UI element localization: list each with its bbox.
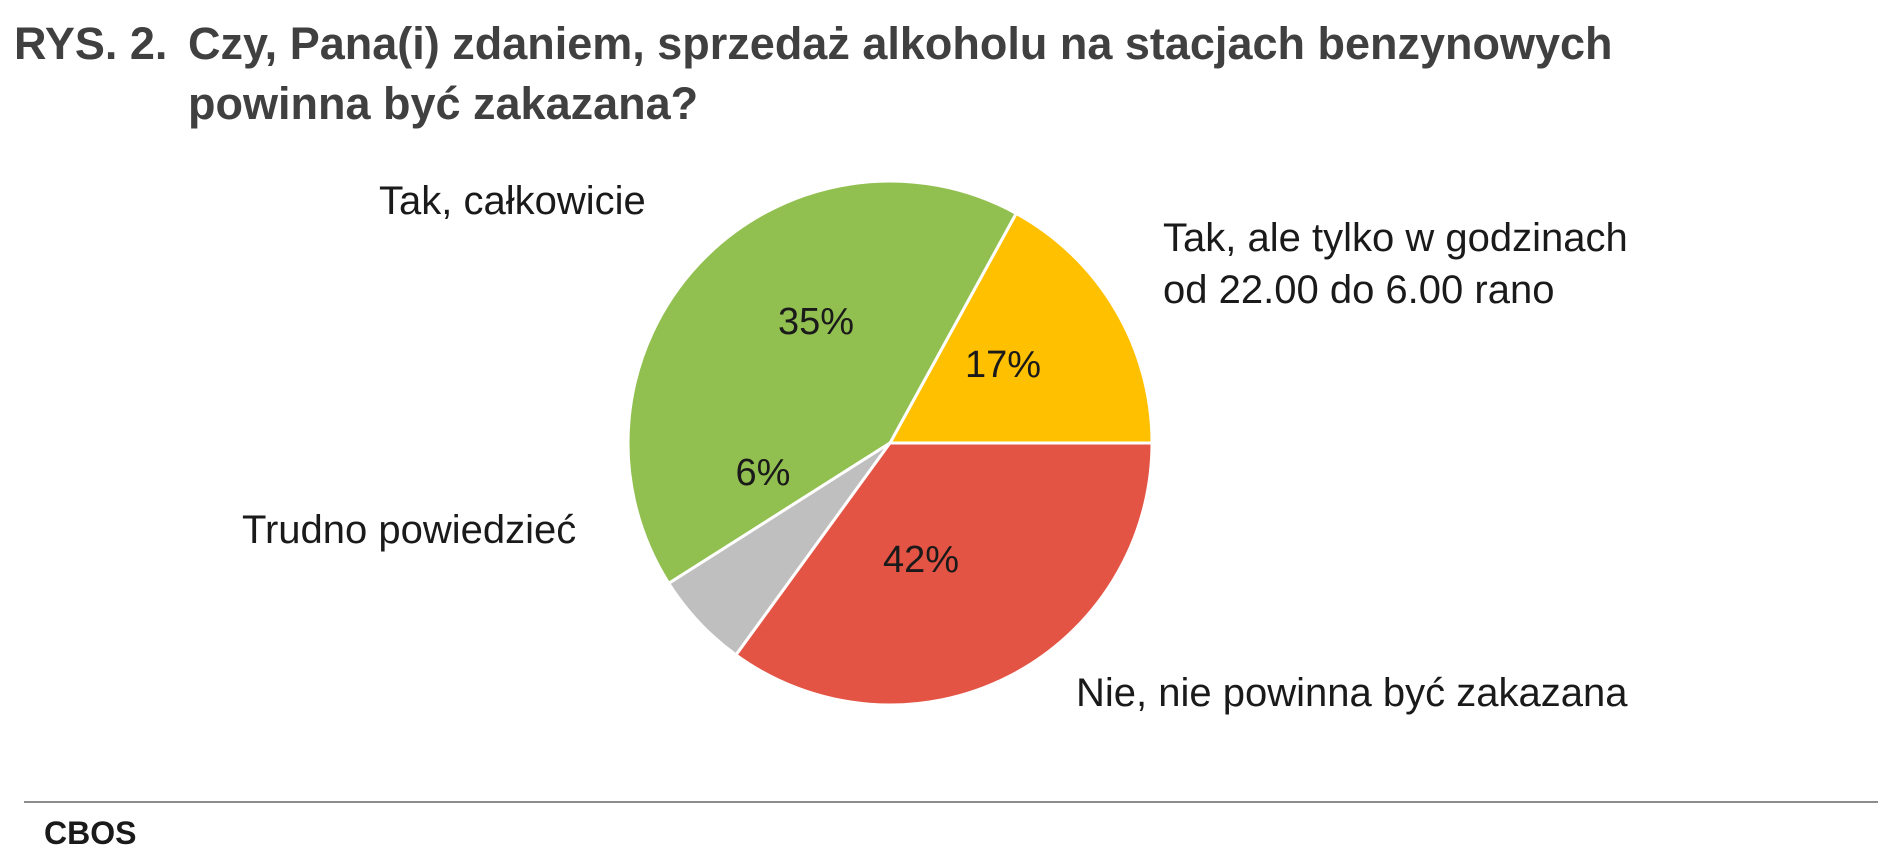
slice-category-label-line: Nie, nie powinna być zakazana bbox=[1076, 671, 1628, 715]
slice-value-label: 35% bbox=[778, 301, 854, 343]
pie-slices bbox=[626, 179, 1154, 707]
slice-category-label: Trudno powiedzieć bbox=[242, 508, 576, 552]
slice-category-label: Tak, ale tylko w godzinach od 22.00 do 6.… bbox=[1163, 216, 1628, 312]
pie-chart: 17% 42% 6% 35% Tak, ale tylko w godzinach od… bbox=[242, 179, 1628, 715]
slice-category-label-line: Tak, całkowicie bbox=[379, 179, 646, 223]
pie-slice bbox=[626, 179, 1019, 586]
title-text: Czy, Pana(i) zdaniem, sprzedaż alkoholu … bbox=[188, 18, 1613, 129]
slice-value-label: 17% bbox=[965, 344, 1041, 386]
percentage-labels: 17% 42% 6% 35% bbox=[736, 301, 1041, 581]
category-labels: Tak, ale tylko w godzinach od 22.00 do 6.… bbox=[242, 179, 1628, 715]
slice-category-label: Tak, całkowicie bbox=[379, 179, 646, 223]
pie-slice bbox=[733, 441, 1154, 707]
slice-value-label: 42% bbox=[883, 539, 959, 581]
slice-category-label: Nie, nie powinna być zakazana bbox=[1076, 671, 1628, 715]
slice-category-label-line: Trudno powiedzieć bbox=[242, 508, 576, 552]
slice-value-label: 6% bbox=[736, 452, 791, 494]
source-label: CBOS bbox=[44, 815, 137, 851]
slice-category-label-line: od 22.00 do 6.00 rano bbox=[1163, 268, 1554, 312]
footer-divider bbox=[24, 801, 1878, 803]
figure-number: RYS. 2. bbox=[14, 18, 168, 69]
pie-slice bbox=[887, 211, 1154, 445]
slice-category-label-line: Tak, ale tylko w godzinach bbox=[1163, 216, 1628, 260]
